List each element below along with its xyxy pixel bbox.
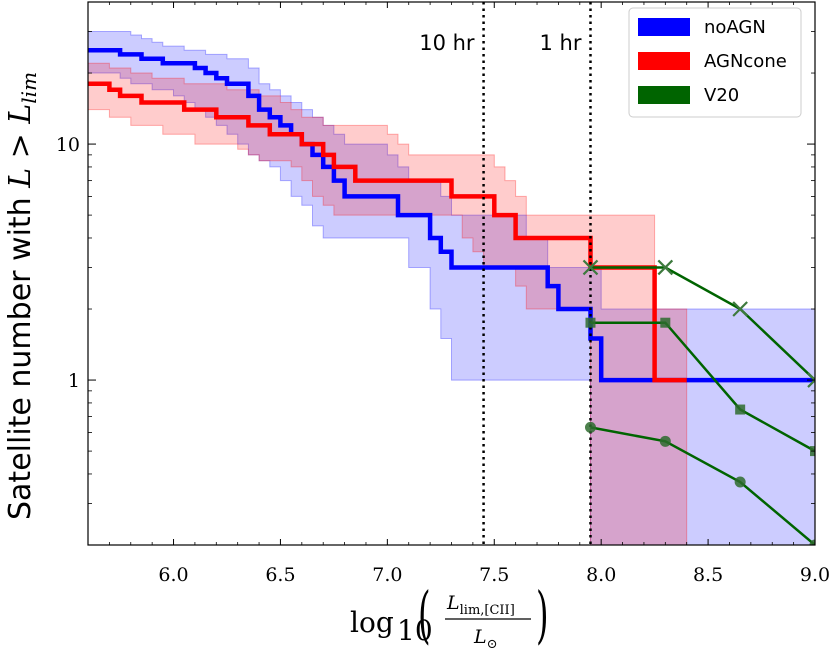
v20-point-x xyxy=(732,301,748,317)
v20-line-x xyxy=(590,266,815,382)
v20-point-x-stroke xyxy=(732,301,748,317)
v20-point-x-stroke xyxy=(657,259,674,276)
v20-point-x-stroke xyxy=(807,378,815,388)
v20-point-circle xyxy=(659,435,671,447)
v20-point-circle xyxy=(734,476,746,488)
legend-label-agncone: AGNcone xyxy=(704,51,787,72)
v20-point-x xyxy=(657,259,674,276)
band-noagn xyxy=(88,31,815,545)
vline-label-1: 10 hr xyxy=(419,31,475,55)
legend-swatch-noagn xyxy=(638,18,690,36)
x-tick-label: 9.0 xyxy=(800,564,830,586)
x-tick-label: 6.5 xyxy=(265,564,295,586)
line-noagn xyxy=(88,47,815,383)
band-agncone xyxy=(88,62,688,545)
legend-label-noagn: noAGN xyxy=(704,17,766,38)
x-axis-label: log 10 ( Llim,[CII] L⊙ ) xyxy=(350,578,549,652)
v20-line-o xyxy=(590,426,815,545)
x-tick-label: 6.0 xyxy=(158,564,188,586)
y-axis-label: Satellite number with L > Llim xyxy=(3,72,41,520)
y-tick-label: 1 xyxy=(68,370,80,392)
x-label-denominator: L⊙ xyxy=(473,626,498,652)
x-label-log: log xyxy=(350,606,394,639)
legend-swatch-v20 xyxy=(638,86,690,104)
x-label-numerator: Llim,[CII] xyxy=(446,592,515,618)
series-lines xyxy=(88,47,815,383)
v20-point-x xyxy=(582,259,599,276)
vertical-lines: 10 hr 1 hr xyxy=(419,2,592,545)
line-agncone xyxy=(88,81,687,383)
x-tick-label: 7.0 xyxy=(372,564,402,586)
x-axis: 6.0 6.5 7.0 7.5 8.0 8.5 9.0 xyxy=(108,2,830,586)
v20-point-circle xyxy=(809,539,815,545)
x-tick-label: 8.5 xyxy=(693,564,723,586)
confidence-bands xyxy=(88,31,815,545)
v20-point-square xyxy=(735,404,746,415)
v20-point-x-stroke xyxy=(582,259,599,276)
x-label-paren-right: ) xyxy=(536,578,549,651)
vline-label-2: 1 hr xyxy=(540,31,582,55)
legend-swatch-agncone xyxy=(638,52,690,70)
x-label-paren-left: ( xyxy=(418,578,431,651)
x-tick-label: 8.0 xyxy=(586,564,616,586)
v20-point-square xyxy=(585,317,596,328)
v20-point-x-stroke xyxy=(807,372,815,382)
x-label-log-base: 10 xyxy=(397,614,433,647)
v20-point-square xyxy=(660,317,671,328)
y-tick-label: 10 xyxy=(56,134,80,156)
y-axis: 1 10 xyxy=(56,1,815,546)
v20-point-circle xyxy=(584,421,596,433)
x-tick-label: 7.5 xyxy=(479,564,509,586)
legend: noAGN AGNcone V20 xyxy=(628,7,802,118)
v20-line-s xyxy=(590,321,815,453)
v20-point-x xyxy=(807,372,815,388)
series-markers xyxy=(582,259,815,545)
legend-label-v20: V20 xyxy=(704,85,739,106)
